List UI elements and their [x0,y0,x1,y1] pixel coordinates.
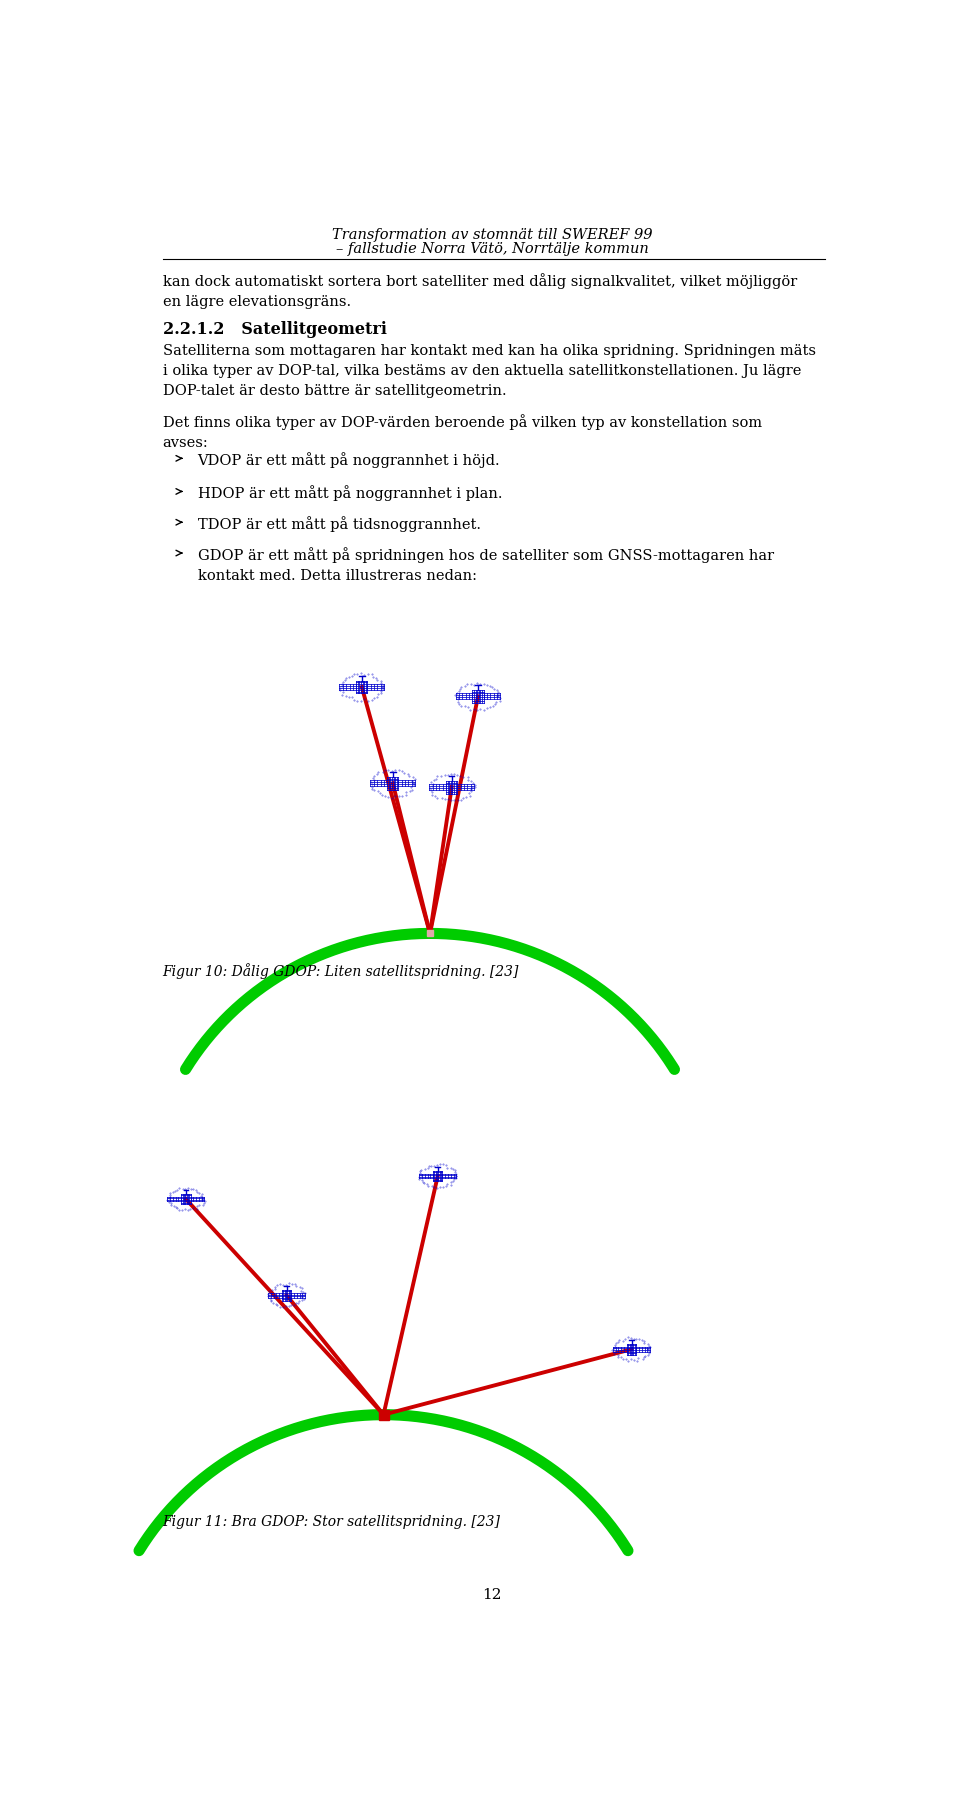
Text: TDOP är ett mått på tidsnoggrannhet.: TDOP är ett mått på tidsnoggrannhet. [198,516,481,532]
Text: Satelliterna som mottagaren har kontakt med kan ha olika spridning. Spridningen : Satelliterna som mottagaren har kontakt … [162,344,816,398]
Text: Transformation av stomnät till SWEREF 99: Transformation av stomnät till SWEREF 99 [332,228,652,243]
Text: Figur 10: Dålig GDOP: Liten satellitspridning. [23]: Figur 10: Dålig GDOP: Liten satellitspri… [162,963,519,978]
Text: VDOP är ett mått på noggrannhet i höjd.: VDOP är ett mått på noggrannhet i höjd. [198,453,500,467]
Text: kan dock automatiskt sortera bort satelliter med dålig signalkvalitet, vilket mö: kan dock automatiskt sortera bort satell… [162,273,797,308]
Text: Figur 11: Bra GDOP: Stor satellitspridning. [23]: Figur 11: Bra GDOP: Stor satellitspridni… [162,1514,500,1528]
Text: HDOP är ett mått på noggrannhet i plan.: HDOP är ett mått på noggrannhet i plan. [198,485,502,502]
Text: 2.2.1.2   Satellitgeometri: 2.2.1.2 Satellitgeometri [162,321,387,339]
Text: – fallstudie Norra Vätö, Norrtälje kommun: – fallstudie Norra Vätö, Norrtälje kommu… [336,243,648,255]
Text: 12: 12 [482,1588,502,1603]
Text: Det finns olika typer av DOP-värden beroende på vilken typ av konstellation som
: Det finns olika typer av DOP-värden bero… [162,413,761,449]
Text: GDOP är ett mått på spridningen hos de satelliter som GNSS-mottagaren har
kontak: GDOP är ett mått på spridningen hos de s… [198,547,774,583]
